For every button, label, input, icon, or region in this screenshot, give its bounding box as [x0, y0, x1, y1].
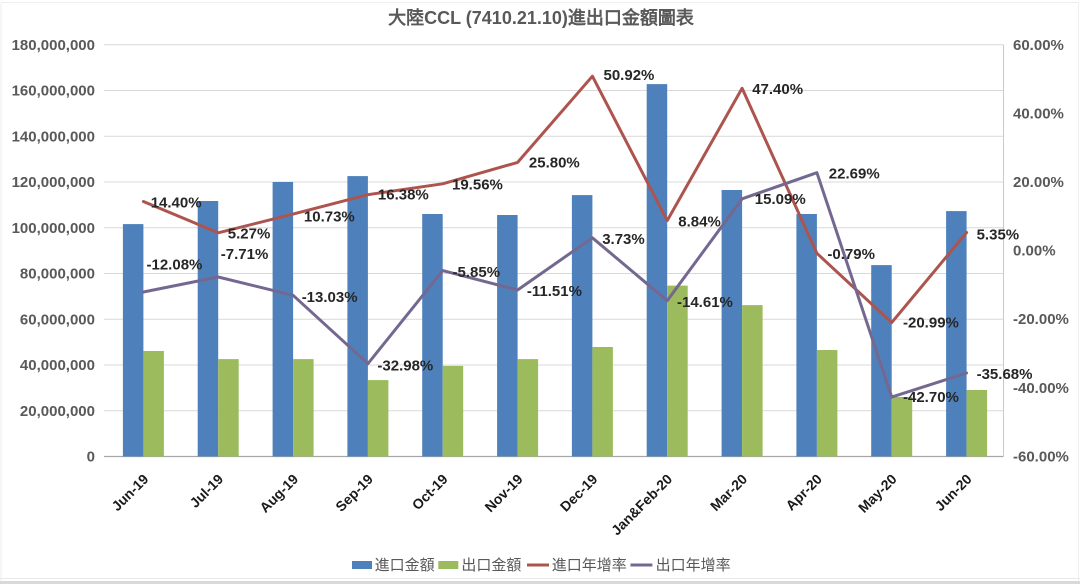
svg-text:16.38%: 16.38%: [378, 186, 429, 203]
svg-text:50.92%: 50.92%: [604, 67, 655, 84]
svg-text:-35.68%: -35.68%: [977, 366, 1033, 383]
svg-text:60,000,000: 60,000,000: [20, 311, 95, 328]
svg-text:-12.08%: -12.08%: [147, 256, 203, 273]
svg-text:140,000,000: 140,000,000: [12, 128, 95, 145]
svg-text:8.84%: 8.84%: [678, 214, 721, 231]
svg-text:20,000,000: 20,000,000: [20, 403, 95, 420]
svg-text:進口年增率: 進口年增率: [552, 557, 627, 574]
svg-text:出口金額: 出口金額: [461, 557, 521, 574]
svg-text:3.73%: 3.73%: [602, 231, 645, 248]
svg-text:100,000,000: 100,000,000: [12, 220, 95, 237]
svg-text:180,000,000: 180,000,000: [12, 37, 95, 54]
svg-text:大陸CCL (7410.21.10)進出口金額圖表: 大陸CCL (7410.21.10)進出口金額圖表: [388, 7, 695, 28]
svg-text:-20.99%: -20.99%: [903, 315, 959, 332]
svg-text:40,000,000: 40,000,000: [20, 357, 95, 374]
svg-text:-60.00%: -60.00%: [1013, 448, 1069, 465]
svg-text:120,000,000: 120,000,000: [12, 174, 95, 191]
svg-text:-13.03%: -13.03%: [302, 289, 358, 306]
svg-text:20.00%: 20.00%: [1013, 174, 1064, 191]
svg-text:25.80%: 25.80%: [529, 154, 580, 171]
svg-text:-7.71%: -7.71%: [221, 246, 269, 263]
svg-text:15.09%: 15.09%: [755, 191, 806, 208]
svg-text:0.00%: 0.00%: [1013, 243, 1056, 260]
svg-text:-20.00%: -20.00%: [1013, 311, 1069, 328]
svg-text:80,000,000: 80,000,000: [20, 266, 95, 283]
svg-text:5.27%: 5.27%: [228, 225, 271, 242]
svg-text:-32.98%: -32.98%: [377, 357, 433, 374]
svg-text:160,000,000: 160,000,000: [12, 83, 95, 100]
svg-text:-0.79%: -0.79%: [827, 246, 875, 263]
svg-text:60.00%: 60.00%: [1013, 37, 1064, 54]
svg-text:47.40%: 47.40%: [752, 81, 803, 98]
svg-text:10.73%: 10.73%: [304, 208, 355, 225]
svg-text:-11.51%: -11.51%: [527, 283, 582, 300]
svg-text:40.00%: 40.00%: [1013, 105, 1064, 122]
svg-text:-42.70%: -42.70%: [903, 389, 959, 406]
svg-text:-5.85%: -5.85%: [453, 264, 501, 281]
svg-text:0: 0: [87, 449, 95, 466]
svg-text:-14.61%: -14.61%: [677, 294, 733, 311]
svg-text:19.56%: 19.56%: [452, 177, 503, 194]
svg-text:出口年增率: 出口年增率: [656, 557, 731, 574]
svg-text:22.69%: 22.69%: [829, 165, 880, 182]
svg-text:5.35%: 5.35%: [977, 227, 1020, 244]
svg-text:-40.00%: -40.00%: [1013, 380, 1069, 397]
svg-text:14.40%: 14.40%: [151, 194, 202, 211]
svg-text:進口金額: 進口金額: [375, 557, 435, 574]
